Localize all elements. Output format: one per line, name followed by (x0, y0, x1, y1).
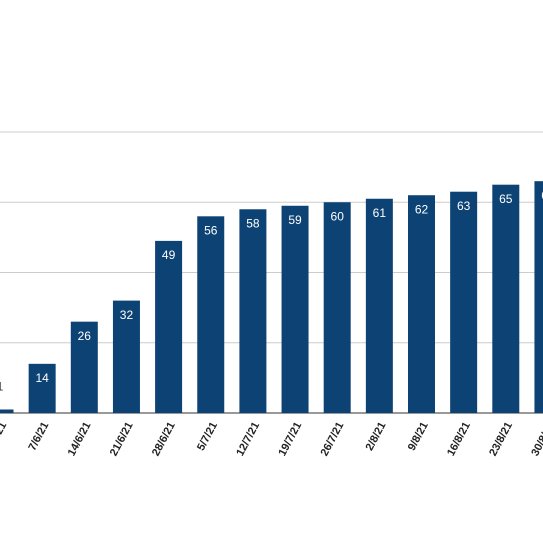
bar (323, 202, 351, 413)
x-tick-label: 26/7/21 (319, 420, 347, 458)
data-label: 32 (120, 308, 134, 322)
bar (492, 184, 520, 413)
x-tick-label: 31/5/21 (0, 420, 9, 458)
x-tick-label: 9/8/21 (406, 420, 431, 453)
data-label: 14 (35, 371, 49, 385)
data-label: 1 (0, 380, 4, 394)
x-tick-label: 14/6/21 (66, 420, 94, 458)
data-label: 56 (204, 223, 218, 237)
data-label: 63 (457, 199, 471, 213)
data-label: 58 (246, 216, 260, 230)
data-label: 62 (415, 202, 429, 216)
bar (408, 195, 435, 413)
data-label: 65 (499, 192, 513, 206)
bar (281, 205, 309, 413)
x-tick-label: 21/6/21 (108, 420, 136, 458)
data-label: 49 (162, 248, 176, 262)
bar (0, 409, 14, 413)
x-tick-label: 2/8/21 (364, 420, 389, 453)
x-tick-label: 5/7/21 (195, 420, 220, 453)
x-tick-label: 7/6/21 (26, 420, 51, 453)
data-label: 66 (541, 188, 543, 202)
x-tick-label: 23/8/21 (487, 420, 515, 458)
bar (197, 216, 225, 413)
bar (112, 300, 140, 413)
bar (239, 209, 267, 413)
x-tick-label: 12/7/21 (234, 420, 262, 458)
x-tick-label: 30/8/21 (529, 420, 543, 458)
data-label: 26 (78, 329, 92, 343)
data-label: 59 (288, 213, 302, 227)
x-tick-label: 28/6/21 (150, 420, 178, 458)
bar (450, 191, 478, 413)
x-tick-label: 16/8/21 (445, 420, 473, 458)
data-label: 61 (373, 206, 387, 220)
bar (534, 181, 543, 413)
data-label: 60 (331, 209, 345, 223)
x-tick-label: 19/7/21 (276, 420, 304, 458)
bar (365, 198, 393, 413)
bar (155, 240, 183, 413)
bar (28, 363, 56, 413)
bar (70, 321, 98, 413)
